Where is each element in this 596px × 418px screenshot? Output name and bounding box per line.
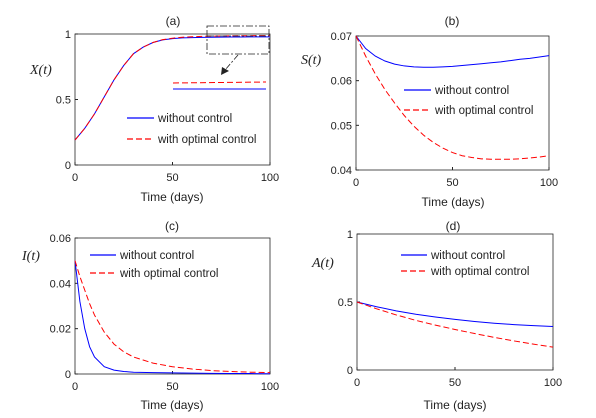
panel-d-ticks: 0 50 100 0 0.5 1 bbox=[338, 229, 562, 389]
panel-c-title: (c) bbox=[165, 219, 179, 233]
panel-d: (d) A(t) Time (days) 0 50 100 0 0.5 1 wi… bbox=[311, 219, 562, 412]
panel-b-legend-with-optimal-control: with optimal control bbox=[434, 105, 533, 117]
panel-b-xtick-1: 50 bbox=[446, 177, 458, 189]
panel-b: (b) S(t) Time (days) 0 50 100 0.04 0.05 … bbox=[301, 14, 558, 209]
panel-c-lines bbox=[74, 260, 271, 375]
panel-a-legend: without control with optimal control bbox=[127, 113, 256, 146]
panel-d-line-with-optimal-control bbox=[356, 301, 554, 348]
panel-c-xtick-1: 50 bbox=[166, 381, 178, 393]
panel-a-ticks: 0 50 100 0 0.5 1 bbox=[56, 29, 279, 184]
panel-d-xlabel: Time (days) bbox=[424, 398, 487, 412]
panel-b-ytick-3: 0.07 bbox=[331, 31, 352, 43]
panel-c-line-with-optimal-control bbox=[74, 260, 271, 374]
panel-c-ytick-0: 0 bbox=[65, 369, 71, 381]
panel-c-xtick-2: 100 bbox=[261, 381, 279, 393]
panel-b-ylabel: S(t) bbox=[301, 53, 322, 68]
panel-a-zoom-box bbox=[206, 25, 270, 55]
panel-b-lines bbox=[355, 35, 550, 160]
panel-d-ytick-1: 0.5 bbox=[338, 297, 353, 309]
panel-c: (c) I(t) Time (days) 0 50 100 0 0.02 0.0… bbox=[21, 219, 279, 412]
panel-d-legend: without control with optimal control bbox=[401, 250, 529, 278]
panel-d-xtick-1: 50 bbox=[449, 377, 461, 389]
panel-b-ytick-0: 0.04 bbox=[331, 165, 352, 177]
panel-d-ytick-0: 0 bbox=[347, 365, 353, 377]
panel-d-lines bbox=[356, 301, 554, 348]
panel-c-ytick-3: 0.06 bbox=[50, 233, 71, 245]
panel-c-ytick-1: 0.02 bbox=[50, 324, 71, 336]
panel-c-legend-with-optimal-control: with optimal control bbox=[119, 268, 218, 280]
panel-a-xtick-0: 0 bbox=[72, 172, 78, 184]
panel-c-line-without-control bbox=[74, 260, 271, 375]
panel-a-xlabel: Time (days) bbox=[141, 190, 204, 204]
panel-c-ylabel: I(t) bbox=[21, 249, 40, 264]
panel-a-zoom-arrowhead bbox=[221, 67, 229, 75]
panel-a-inset bbox=[172, 25, 270, 90]
panel-d-xtick-2: 100 bbox=[544, 377, 562, 389]
panel-b-xtick-0: 0 bbox=[353, 177, 359, 189]
panel-b-line-with-optimal-control bbox=[355, 35, 550, 160]
panel-a-xtick-2: 100 bbox=[261, 172, 279, 184]
panel-a-zoom-arrow bbox=[224, 54, 239, 71]
panel-a: (a) X(t) Time (days) 0 50 100 0 0.5 1 bbox=[29, 14, 279, 204]
panel-b-ytick-2: 0.06 bbox=[331, 76, 352, 88]
panel-c-xlabel: Time (days) bbox=[141, 398, 204, 412]
panel-d-title: (d) bbox=[446, 219, 461, 233]
panel-d-legend-with-optimal-control: with optimal control bbox=[430, 266, 529, 278]
panel-c-legend: without control with optimal control bbox=[90, 250, 218, 280]
panel-b-xlabel: Time (days) bbox=[422, 195, 485, 209]
panel-b-ytick-1: 0.05 bbox=[331, 120, 352, 132]
panel-a-inset-line-with-optimal-control bbox=[172, 81, 267, 84]
panel-a-legend-without-control: without control bbox=[157, 113, 232, 125]
panel-b-legend: without control with optimal control bbox=[404, 85, 533, 117]
panel-d-ytick-2: 1 bbox=[347, 229, 353, 241]
panel-a-ytick-2: 1 bbox=[65, 29, 71, 41]
panel-d-xtick-0: 0 bbox=[354, 377, 360, 389]
panel-d-ylabel: A(t) bbox=[311, 256, 334, 271]
panel-b-line-without-control bbox=[355, 35, 550, 68]
panel-c-xtick-0: 0 bbox=[72, 381, 78, 393]
panel-a-ytick-1: 0.5 bbox=[56, 95, 71, 107]
panel-b-ticks: 0 50 100 0.04 0.05 0.06 0.07 bbox=[331, 31, 559, 189]
panel-a-xtick-1: 50 bbox=[166, 172, 178, 184]
panel-c-legend-without-control: without control bbox=[119, 250, 194, 262]
panel-b-xtick-2: 100 bbox=[540, 177, 558, 189]
panel-b-legend-without-control: without control bbox=[434, 85, 509, 97]
panel-d-line-without-control bbox=[356, 301, 554, 327]
panel-c-ytick-2: 0.04 bbox=[50, 278, 71, 290]
panel-b-title: (b) bbox=[445, 14, 460, 28]
panel-d-legend-without-control: without control bbox=[430, 250, 505, 262]
panel-a-legend-with-optimal-control: with optimal control bbox=[157, 134, 256, 146]
panel-a-ytick-0: 0 bbox=[65, 160, 71, 172]
panel-a-ylabel: X(t) bbox=[29, 63, 52, 78]
panel-a-title: (a) bbox=[166, 14, 181, 28]
